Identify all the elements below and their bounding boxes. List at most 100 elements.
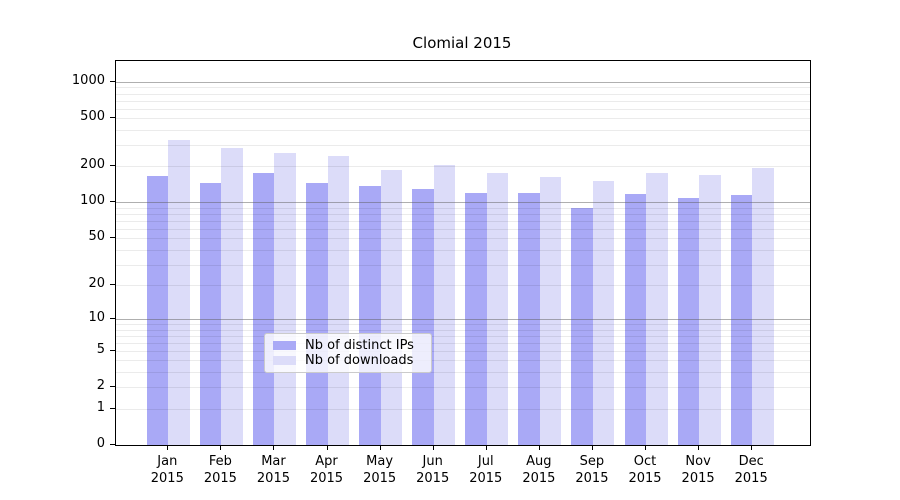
legend-swatch-distinct-ips — [273, 341, 296, 350]
x-tick-label-sep: Sep 2015 — [575, 454, 609, 486]
y-tick-label-50: 50 — [88, 229, 105, 244]
bar-downloads-may — [380, 169, 403, 445]
y-tick-500 — [110, 117, 115, 118]
gridline-2 — [116, 387, 810, 388]
x-tick-label-dec: Dec 2015 — [734, 454, 768, 486]
legend-label-downloads: Nb of downloads — [305, 353, 414, 368]
y-tick-label-1: 1 — [96, 400, 105, 415]
gridline-200 — [116, 166, 810, 167]
chart-title: Clomial 2015 — [412, 34, 512, 52]
gridline-20 — [116, 285, 810, 286]
bar-downloads-jan — [168, 140, 190, 445]
y-tick-50 — [110, 237, 115, 238]
x-tick-label-feb: Feb 2015 — [203, 454, 237, 486]
gridline-90 — [116, 208, 810, 209]
gridline-700 — [116, 101, 810, 102]
gridline-1000 — [116, 82, 810, 83]
gridline-4 — [116, 360, 810, 361]
bar-distinct-ips-jan — [146, 175, 169, 445]
gridline-60 — [116, 229, 810, 230]
y-tick-5 — [110, 350, 115, 351]
x-tick-may — [379, 445, 381, 450]
y-tick-label-10: 10 — [88, 310, 105, 325]
gridline-30 — [116, 265, 810, 266]
y-tick-1000 — [110, 81, 115, 82]
legend-item-downloads: Nb of downloads — [273, 353, 423, 368]
bar-distinct-ips-jul — [465, 192, 487, 445]
bar-downloads-jun — [433, 165, 456, 445]
x-tick-jul — [485, 445, 487, 450]
gridline-400 — [116, 130, 810, 131]
x-tick-sep — [591, 445, 593, 450]
x-tick-label-jul: Jul 2015 — [469, 454, 503, 486]
gridline-6 — [116, 343, 810, 344]
x-tick-dec — [751, 445, 753, 450]
y-tick-label-500: 500 — [80, 109, 105, 124]
gridline-8 — [116, 330, 810, 331]
bar-distinct-ips-apr — [306, 183, 328, 445]
bar-distinct-ips-nov — [677, 198, 700, 445]
x-tick-label-apr: Apr 2015 — [309, 454, 344, 486]
x-tick-label-oct: Oct 2015 — [628, 454, 662, 486]
x-tick-nov — [698, 445, 700, 450]
gridline-80 — [116, 214, 810, 215]
bar-downloads-dec — [752, 167, 774, 445]
gridline-5 — [116, 351, 810, 352]
x-tick-feb — [220, 445, 222, 450]
y-tick-2 — [110, 386, 115, 387]
legend-item-distinct-ips: Nb of distinct IPs — [273, 338, 423, 353]
x-tick-aug — [538, 445, 540, 450]
x-tick-label-may: May 2015 — [363, 454, 397, 486]
y-tick-label-1000: 1000 — [71, 73, 105, 88]
bar-distinct-ips-mar — [252, 173, 275, 445]
bar-distinct-ips-feb — [199, 183, 222, 445]
legend-swatch-downloads — [273, 356, 296, 365]
gridline-3 — [116, 372, 810, 373]
y-tick-label-200: 200 — [80, 157, 105, 172]
gridline-100 — [116, 202, 810, 203]
gridline-900 — [116, 87, 810, 88]
y-tick-200 — [110, 165, 115, 166]
bar-downloads-nov — [699, 175, 721, 445]
bar-downloads-feb — [221, 147, 243, 445]
x-tick-label-jan: Jan 2015 — [150, 454, 184, 486]
y-tick-20 — [110, 284, 115, 285]
bar-downloads-jul — [486, 172, 509, 445]
x-tick-label-nov: Nov 2015 — [681, 454, 715, 486]
gridline-800 — [116, 94, 810, 95]
gridline-9 — [116, 324, 810, 325]
bar-distinct-ips-sep — [571, 207, 593, 445]
x-tick-mar — [273, 445, 275, 450]
gridline-300 — [116, 145, 810, 146]
gridline-50 — [116, 238, 810, 239]
gridline-500 — [116, 118, 810, 119]
x-tick-label-mar: Mar 2015 — [256, 454, 290, 486]
bar-downloads-sep — [592, 181, 615, 445]
y-tick-label-100: 100 — [80, 193, 105, 208]
gridline-10 — [116, 319, 810, 320]
legend: Nb of distinct IPs Nb of downloads — [264, 333, 432, 373]
x-tick-label-aug: Aug 2015 — [522, 454, 556, 486]
plot-area — [115, 60, 811, 446]
gridline-600 — [116, 109, 810, 110]
y-tick-label-2: 2 — [96, 378, 105, 393]
y-tick-1 — [110, 408, 115, 409]
x-tick-label-jun: Jun 2015 — [416, 454, 450, 486]
bar-downloads-apr — [327, 155, 350, 445]
y-tick-label-20: 20 — [88, 276, 105, 291]
gridline-70 — [116, 221, 810, 222]
bar-downloads-aug — [539, 176, 562, 445]
bar-distinct-ips-jun — [412, 188, 434, 445]
bar-downloads-oct — [646, 172, 668, 445]
y-tick-10 — [110, 318, 115, 319]
y-tick-label-0: 0 — [96, 436, 105, 451]
legend-label-distinct-ips: Nb of distinct IPs — [305, 338, 414, 353]
gridline-1 — [116, 409, 810, 410]
y-tick-label-5: 5 — [96, 342, 105, 357]
x-tick-jan — [167, 445, 169, 450]
y-tick-0 — [110, 444, 115, 445]
gridline-40 — [116, 250, 810, 251]
gridline-7 — [116, 336, 810, 337]
x-tick-oct — [645, 445, 647, 450]
